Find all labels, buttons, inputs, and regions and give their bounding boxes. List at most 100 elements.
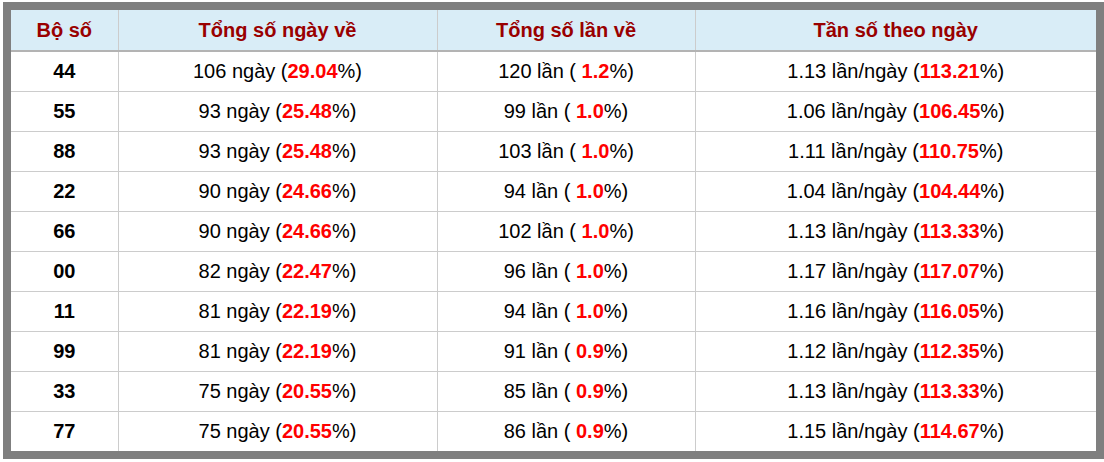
pair-number: 66 — [11, 211, 118, 251]
frequency-value: 1.16 lần/ngày ( — [787, 300, 919, 322]
times-value: 99 lần ( — [504, 100, 576, 122]
percent-close: %) — [604, 260, 628, 282]
days-cell: 75 ngày (20.55%) — [118, 371, 437, 411]
frequency-value: 1.12 lần/ngày ( — [787, 340, 919, 362]
percent-close: %) — [332, 420, 356, 442]
pair-number: 00 — [11, 251, 118, 291]
frequency-cell: 1.15 lần/ngày (114.67%) — [695, 411, 1096, 451]
times-cell: 103 lần ( 1.0%) — [437, 131, 695, 171]
days-percent: 20.55 — [282, 420, 332, 442]
frequency-value: 1.04 lần/ngày ( — [787, 180, 919, 202]
table-row: 99 81 ngày (22.19%) 91 lần ( 0.9%) 1.12 … — [11, 331, 1096, 371]
frequency-cell: 1.13 lần/ngày (113.33%) — [695, 371, 1096, 411]
percent-close: %) — [980, 380, 1004, 402]
times-cell: 96 lần ( 1.0%) — [437, 251, 695, 291]
days-cell: 93 ngày (25.48%) — [118, 91, 437, 131]
percent-close: %) — [332, 220, 356, 242]
times-cell: 86 lần ( 0.9%) — [437, 411, 695, 451]
times-cell: 94 lần ( 1.0%) — [437, 171, 695, 211]
times-cell: 85 lần ( 0.9%) — [437, 371, 695, 411]
percent-close: %) — [609, 140, 633, 162]
frequency-percent: 113.33 — [920, 220, 980, 242]
pair-number: 55 — [11, 91, 118, 131]
lottery-stats-table: Bộ số Tổng số ngày về Tổng số lần về Tần… — [11, 10, 1096, 451]
days-cell: 106 ngày (29.04%) — [118, 51, 437, 91]
days-value: 93 ngày ( — [199, 100, 282, 122]
pair-number: 44 — [11, 51, 118, 91]
percent-close: %) — [332, 260, 356, 282]
frequency-percent: 113.21 — [920, 60, 980, 82]
days-percent: 22.47 — [282, 260, 332, 282]
days-percent: 25.48 — [282, 140, 332, 162]
frequency-cell: 1.17 lần/ngày (117.07%) — [695, 251, 1096, 291]
table-row: 44 106 ngày (29.04%) 120 lần ( 1.2%) 1.1… — [11, 51, 1096, 91]
percent-close: %) — [338, 60, 362, 82]
frequency-value: 1.17 lần/ngày ( — [787, 260, 919, 282]
days-cell: 81 ngày (22.19%) — [118, 291, 437, 331]
percent-close: %) — [609, 220, 633, 242]
percent-close: %) — [332, 380, 356, 402]
days-cell: 82 ngày (22.47%) — [118, 251, 437, 291]
percent-close: %) — [980, 340, 1004, 362]
percent-close: %) — [980, 220, 1004, 242]
percent-close: %) — [980, 180, 1004, 202]
frequency-cell: 1.13 lần/ngày (113.21%) — [695, 51, 1096, 91]
percent-close: %) — [332, 300, 356, 322]
table-row: 77 75 ngày (20.55%) 86 lần ( 0.9%) 1.15 … — [11, 411, 1096, 451]
times-cell: 102 lần ( 1.0%) — [437, 211, 695, 251]
days-cell: 93 ngày (25.48%) — [118, 131, 437, 171]
percent-close: %) — [980, 60, 1004, 82]
times-percent: 1.0 — [576, 300, 604, 322]
percent-close: %) — [980, 300, 1004, 322]
frequency-value: 1.13 lần/ngày ( — [787, 380, 919, 402]
times-percent: 1.0 — [582, 140, 610, 162]
days-percent: 24.66 — [282, 180, 332, 202]
frequency-value: 1.13 lần/ngày ( — [787, 60, 919, 82]
column-header-times: Tổng số lần về — [437, 10, 695, 51]
pair-number: 88 — [11, 131, 118, 171]
table-row: 11 81 ngày (22.19%) 94 lần ( 1.0%) 1.16 … — [11, 291, 1096, 331]
days-value: 81 ngày ( — [199, 300, 282, 322]
days-value: 90 ngày ( — [199, 180, 282, 202]
days-value: 93 ngày ( — [199, 140, 282, 162]
days-value: 106 ngày ( — [193, 60, 288, 82]
times-value: 94 lần ( — [504, 300, 576, 322]
frequency-percent: 104.44 — [919, 180, 980, 202]
percent-close: %) — [604, 300, 628, 322]
times-percent: 0.9 — [576, 420, 604, 442]
times-percent: 1.0 — [576, 100, 604, 122]
frequency-cell: 1.12 lần/ngày (112.35%) — [695, 331, 1096, 371]
frequency-percent: 114.67 — [920, 420, 980, 442]
days-percent: 22.19 — [282, 300, 332, 322]
percent-close: %) — [604, 380, 628, 402]
days-percent: 22.19 — [282, 340, 332, 362]
frequency-cell: 1.11 lần/ngày (110.75%) — [695, 131, 1096, 171]
table-frame: Bộ số Tổng số ngày về Tổng số lần về Tần… — [3, 2, 1104, 459]
frequency-percent: 106.45 — [919, 100, 980, 122]
table-row: 66 90 ngày (24.66%) 102 lần ( 1.0%) 1.13… — [11, 211, 1096, 251]
percent-close: %) — [604, 340, 628, 362]
times-percent: 0.9 — [576, 340, 604, 362]
days-cell: 90 ngày (24.66%) — [118, 171, 437, 211]
frequency-value: 1.11 lần/ngày ( — [788, 140, 919, 162]
days-value: 81 ngày ( — [199, 340, 282, 362]
percent-close: %) — [979, 140, 1003, 162]
frequency-value: 1.06 lần/ngày ( — [787, 100, 919, 122]
column-header-pair: Bộ số — [11, 10, 118, 51]
percent-close: %) — [332, 140, 356, 162]
days-value: 90 ngày ( — [199, 220, 282, 242]
percent-close: %) — [332, 180, 356, 202]
frequency-value: 1.13 lần/ngày ( — [787, 220, 919, 242]
percent-close: %) — [332, 100, 356, 122]
times-value: 96 lần ( — [504, 260, 576, 282]
days-percent: 29.04 — [288, 60, 338, 82]
times-cell: 120 lần ( 1.2%) — [437, 51, 695, 91]
days-cell: 81 ngày (22.19%) — [118, 331, 437, 371]
percent-close: %) — [980, 100, 1004, 122]
table-row: 22 90 ngày (24.66%) 94 lần ( 1.0%) 1.04 … — [11, 171, 1096, 211]
times-value: 86 lần ( — [504, 420, 576, 442]
times-value: 102 lần ( — [498, 220, 581, 242]
pair-number: 77 — [11, 411, 118, 451]
days-value: 75 ngày ( — [199, 380, 282, 402]
pair-number: 22 — [11, 171, 118, 211]
